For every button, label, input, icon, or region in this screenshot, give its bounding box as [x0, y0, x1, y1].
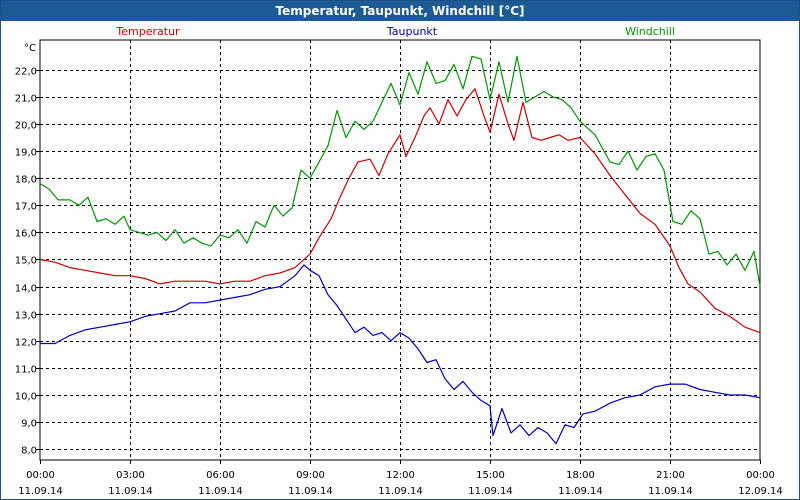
- y-axis: 8,0 9,0 10,0 11,0 12,0 13,0 14,0 15,0 16,0 17,0 18…: [15, 67, 40, 457]
- legend-label-temperatur: Temperatur: [115, 25, 180, 38]
- y-axis-unit-label: °C: [24, 43, 36, 54]
- y-tick-label: 18,0: [15, 175, 37, 186]
- x-tick-date-label: 11.09.14: [18, 486, 63, 497]
- data-series: [39, 55, 761, 445]
- y-tick-label: 22,0: [15, 67, 37, 78]
- x-tick-time-label: 15:00: [476, 470, 505, 481]
- x-tick-time-label: 18:00: [566, 470, 595, 481]
- x-axis: 00:00 11.09.14 03:00 11.09.14 06:00 11.09.14 0…: [18, 460, 783, 497]
- x-tick-date-label: 11.09.14: [468, 486, 513, 497]
- series-line-windchill: [39, 55, 761, 287]
- x-tick-time-label: 03:00: [116, 470, 145, 481]
- x-tick-time-label: 09:00: [296, 470, 325, 481]
- x-tick-date-label: 11.09.14: [558, 486, 603, 497]
- series-line-taupunkt: [40, 264, 761, 445]
- y-tick-label: 13,0: [15, 311, 37, 322]
- x-tick-time-label: 12:00: [386, 470, 415, 481]
- legend-label-taupunkt: Taupunkt: [386, 25, 438, 38]
- y-tick-label: 17,0: [15, 202, 37, 213]
- y-tick-label: 10,0: [15, 392, 37, 403]
- y-tick-label: 20,0: [15, 121, 37, 132]
- x-tick-time-label: 06:00: [206, 470, 235, 481]
- x-tick-date-label: 12.09.14: [738, 486, 783, 497]
- y-tick-label: 12,0: [15, 338, 37, 349]
- x-tick-date-label: 11.09.14: [198, 486, 243, 497]
- y-tick-label: 14,0: [15, 284, 37, 295]
- x-tick-time-label: 00:00: [26, 470, 55, 481]
- x-tick-date-label: 11.09.14: [288, 486, 333, 497]
- x-tick-time-label: 00:00: [746, 470, 775, 481]
- y-tick-label: 15,0: [15, 256, 37, 267]
- y-tick-label: 21,0: [15, 94, 37, 105]
- y-tick-label: 8,0: [21, 446, 37, 457]
- x-tick-date-label: 11.09.14: [108, 486, 153, 497]
- y-tick-label: 19,0: [15, 148, 37, 159]
- x-tick-date-label: 11.09.14: [648, 486, 693, 497]
- chart-title: Temperatur, Taupunkt, Windchill [°C]: [1, 1, 799, 21]
- grid-lines: [40, 40, 760, 460]
- y-tick-label: 16,0: [15, 229, 37, 240]
- x-tick-time-label: 21:00: [656, 470, 685, 481]
- x-tick-date-label: 11.09.14: [378, 486, 423, 497]
- legend-label-windchill: Windchill: [625, 25, 675, 38]
- y-tick-label: 11,0: [15, 365, 37, 376]
- legend: Temperatur Taupunkt Windchill: [115, 25, 675, 38]
- series-line-temperatur: [39, 88, 761, 334]
- y-tick-label: 9,0: [21, 419, 37, 430]
